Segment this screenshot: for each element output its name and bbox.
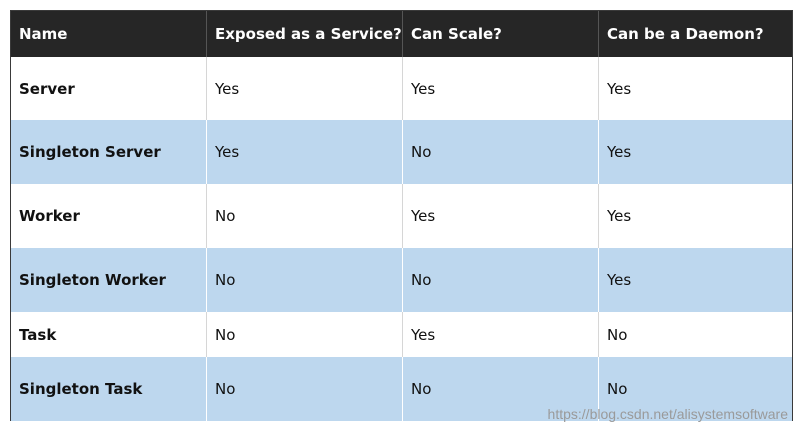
- table-cell: No: [607, 325, 628, 344]
- table-cell: Yes: [607, 207, 632, 225]
- table-cell: Task: [11, 312, 207, 357]
- table-cell: No: [207, 357, 403, 421]
- table-cell: Yes: [607, 143, 632, 161]
- table-cell: No: [607, 380, 628, 398]
- table-cell: Yes: [403, 184, 599, 248]
- table-cell: Server: [11, 57, 207, 120]
- table-cell: Can be a Daemon?: [607, 25, 764, 43]
- table-cell: No: [207, 184, 403, 248]
- table: Name Exposed as a Service? Can Scale? Can b…: [10, 10, 793, 421]
- table-cell: No: [403, 248, 599, 312]
- watermark: https://blog.csdn.net/alisystemsoftware: [547, 406, 788, 422]
- table-cell: Yes: [607, 271, 632, 289]
- table-cell: Yes: [403, 57, 599, 120]
- table-cell: Can Scale?: [403, 11, 599, 57]
- table-row: Server Yes Yes Yes: [11, 57, 792, 120]
- header-row: Name Exposed as a Service? Can Scale? Can b…: [11, 11, 792, 57]
- table-cell: No: [207, 248, 403, 312]
- table-cell: Singleton Task: [11, 357, 207, 421]
- table-cell: No: [207, 312, 403, 357]
- table-cell: Yes: [403, 312, 599, 357]
- table-cell: No: [403, 357, 599, 421]
- table-row: Singleton Worker No No Yes: [11, 248, 792, 312]
- table-cell: Worker: [11, 184, 207, 248]
- table-cell: No: [403, 120, 599, 184]
- table-cell: Yes: [207, 57, 403, 120]
- table-cell: Singleton Server: [11, 120, 207, 184]
- table-row: Worker No Yes Yes: [11, 184, 792, 248]
- table-cell: Yes: [607, 79, 632, 98]
- table-cell: Name: [11, 11, 207, 57]
- table-cell: Yes: [207, 120, 403, 184]
- table-cell: Singleton Worker: [11, 248, 207, 312]
- table-cell: Exposed as a Service?: [207, 11, 403, 57]
- table-row: Singleton Server Yes No Yes: [11, 120, 792, 184]
- table-row: Task No Yes No: [11, 312, 792, 357]
- table-row: Singleton Task No No No: [11, 357, 792, 421]
